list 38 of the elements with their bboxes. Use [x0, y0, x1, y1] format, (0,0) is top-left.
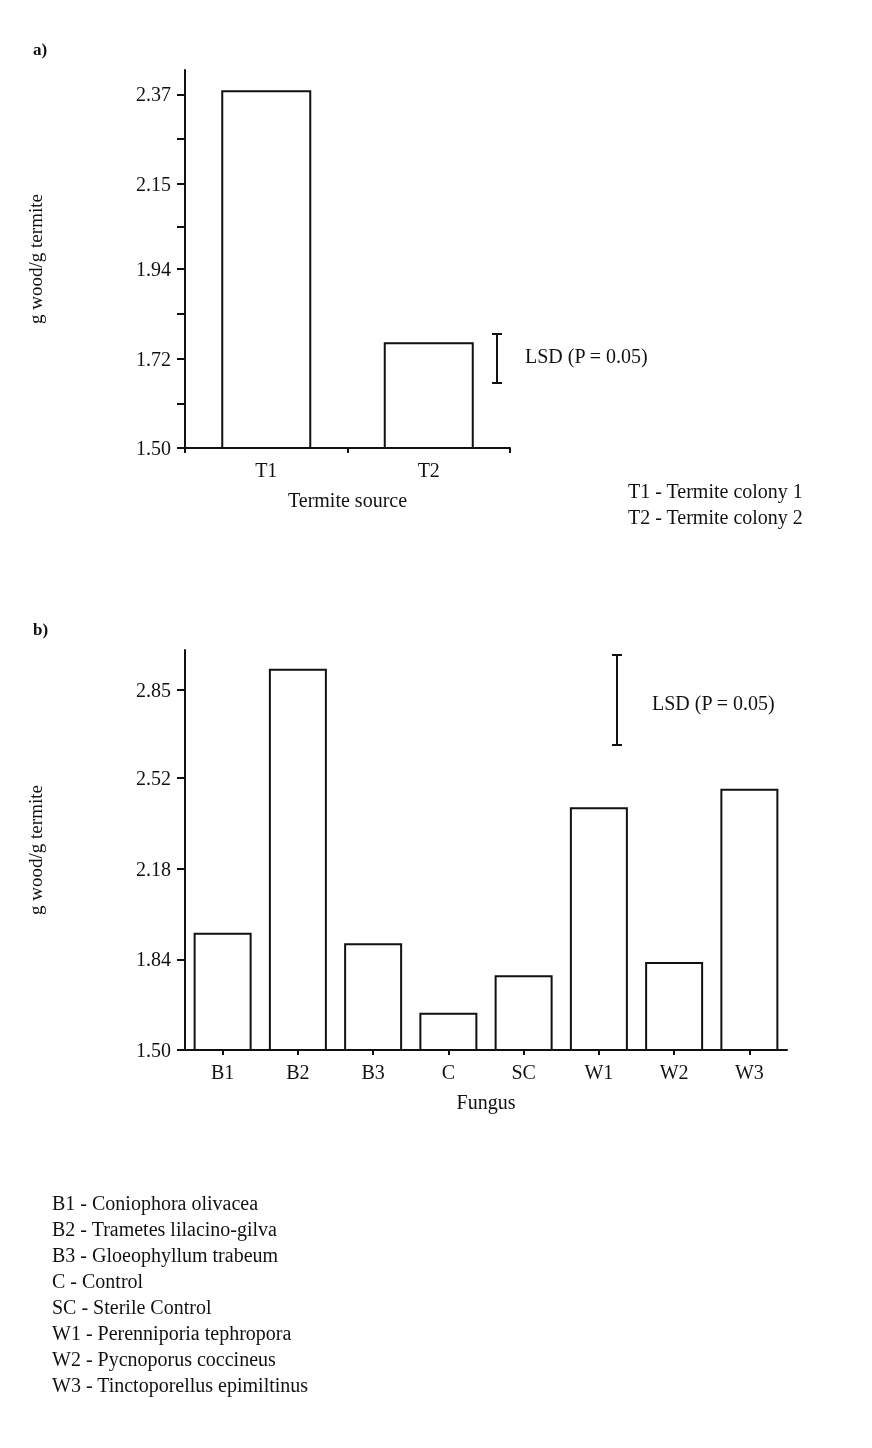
text: T1 - Termite colony 1: [628, 479, 803, 504]
text: W2 - Pycnoporus coccineus: [52, 1347, 277, 1372]
text: b): [33, 620, 49, 639]
text: LSD (P = 0.05): [525, 345, 648, 368]
text: a): [33, 40, 48, 59]
annotation: LSD (P = 0.05): [652, 692, 775, 715]
x-tick-label: C: [441, 1061, 456, 1083]
text: T2 - Termite colony 2: [628, 505, 803, 530]
text: B1 - Coniophora olivacea: [52, 1191, 260, 1216]
x-tick-label: T1: [255, 459, 278, 481]
y-tick-label: 1.50: [136, 1039, 171, 1061]
text: W1 - Perenniporia tephropora: [52, 1321, 293, 1346]
y-tick-label: 1.84: [136, 948, 171, 971]
x-tick-label: W3: [734, 1061, 764, 1083]
text: B3 - Gloeophyllum trabeum: [52, 1243, 280, 1268]
x-axis-title: Fungus: [456, 1091, 516, 1114]
x-tick-label: B3: [361, 1061, 385, 1083]
x-tick-label: B1: [210, 1061, 235, 1083]
text: C - Control: [52, 1269, 145, 1294]
y-tick-label: 1.94: [136, 258, 171, 281]
x-tick-label: W1: [584, 1061, 614, 1083]
x-tick-label: T2: [417, 459, 440, 481]
y-tick-label: 2.18: [136, 857, 171, 880]
x-axis-title: Termite source: [287, 489, 408, 511]
text: B2 - Trametes lilacino-gilva: [52, 1217, 278, 1242]
x-tick-label: W2: [659, 1061, 689, 1083]
text: W3 - Tinctoporellus epimiltinus: [52, 1373, 309, 1398]
y-tick-label: 2.37: [136, 83, 171, 106]
text: SC - Sterile Control: [52, 1295, 213, 1320]
y-tick-label: 2.52: [136, 767, 171, 789]
y-axis-title: g wood/g termite: [25, 194, 46, 324]
y-axis-title: g wood/g termite: [25, 785, 46, 915]
y-tick-label: 1.50: [136, 437, 171, 459]
y-tick-label: 1.72: [136, 347, 171, 370]
x-tick-label: B2: [286, 1061, 310, 1083]
x-tick-label: SC: [511, 1061, 536, 1083]
y-tick-label: 2.85: [136, 679, 171, 701]
y-tick-label: 2.15: [136, 172, 171, 195]
